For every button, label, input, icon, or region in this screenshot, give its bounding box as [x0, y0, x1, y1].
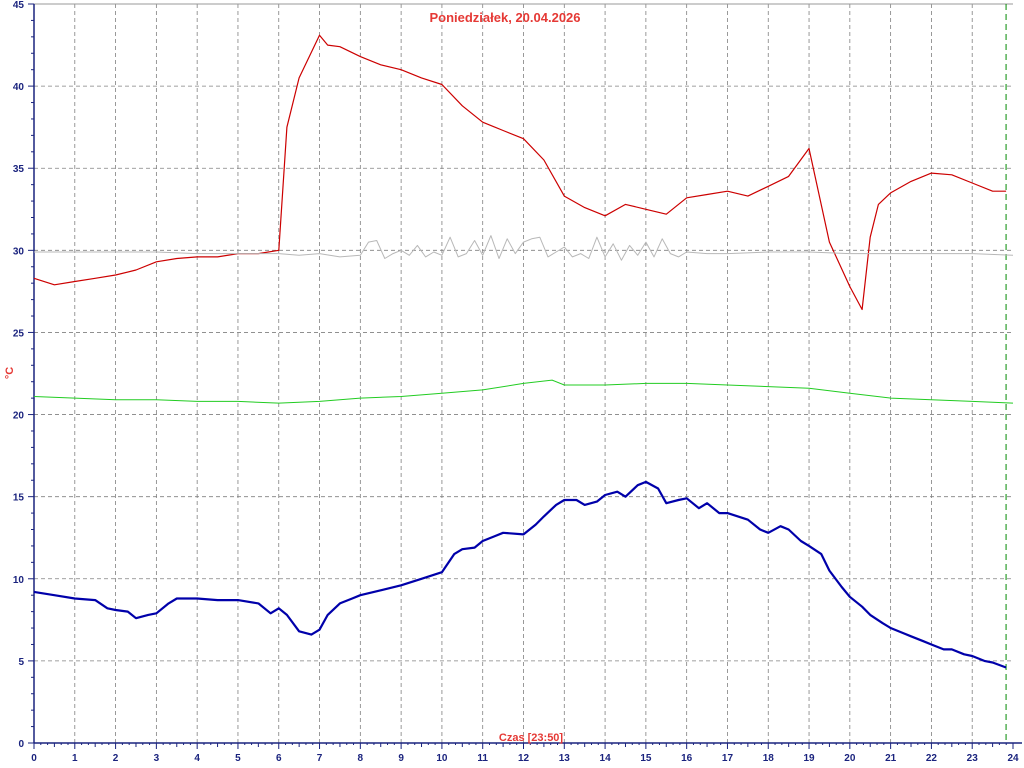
y-tick-label: 30	[13, 246, 25, 257]
x-tick-label: 8	[358, 753, 364, 764]
y-tick-label: 10	[13, 575, 25, 586]
x-tick-label: 9	[398, 753, 404, 764]
y-tick-label: 0	[18, 739, 24, 750]
x-tick-label: 6	[276, 753, 282, 764]
series-line-3	[33, 379, 1014, 404]
y-tick-label: 40	[13, 82, 25, 93]
x-tick-label: 1	[72, 753, 78, 764]
chart-title: Poniedziałek, 20.04.2026	[429, 10, 580, 25]
x-tick-label: 12	[518, 753, 530, 764]
series-lines	[33, 34, 1014, 669]
axes	[33, 4, 1022, 744]
x-tick-label: 24	[1007, 753, 1019, 764]
x-tick-label: 3	[154, 753, 160, 764]
x-tick-label: 17	[722, 753, 734, 764]
x-tick-label: 7	[317, 753, 323, 764]
x-tick-label: 5	[235, 753, 241, 764]
x-tick-label: 0	[31, 753, 37, 764]
x-tick-label: 19	[803, 753, 815, 764]
tick-labels: 0 1 2 3 4 5 6 7 8 9 10 11 12 13 14 15 16 17 18 19 20 21 22 23 24…	[13, 0, 1019, 764]
y-tick-label: 45	[13, 0, 25, 11]
x-tick-label: 16	[681, 753, 693, 764]
x-tick-label: 14	[600, 753, 612, 764]
series-line-2	[34, 235, 1014, 261]
x-tick-label: 2	[113, 753, 119, 764]
grid-lines	[34, 3, 1013, 743]
x-tick-label: 18	[763, 753, 775, 764]
y-tick-label: 25	[13, 328, 25, 339]
x-tick-label: 20	[844, 753, 856, 764]
x-axis-label: Czas [23:50]	[499, 732, 564, 744]
y-tick-label: 5	[18, 657, 24, 668]
y-tick-label: 35	[13, 164, 25, 175]
x-tick-label: 13	[559, 753, 571, 764]
series-line-4	[33, 480, 1007, 669]
x-tick-label: 15	[640, 753, 652, 764]
x-tick-label: 4	[194, 753, 200, 764]
x-tick-label: 11	[477, 753, 488, 764]
series-line-1	[33, 34, 1007, 311]
x-tick-label: 23	[967, 753, 979, 764]
x-tick-label: 21	[885, 753, 897, 764]
x-tick-label: 22	[926, 753, 938, 764]
y-tick-label: 20	[13, 411, 25, 422]
y-axis-label: °C	[4, 367, 16, 379]
tick-marks	[28, 3, 1014, 749]
y-tick-label: 15	[13, 493, 25, 504]
x-tick-label: 10	[436, 753, 448, 764]
